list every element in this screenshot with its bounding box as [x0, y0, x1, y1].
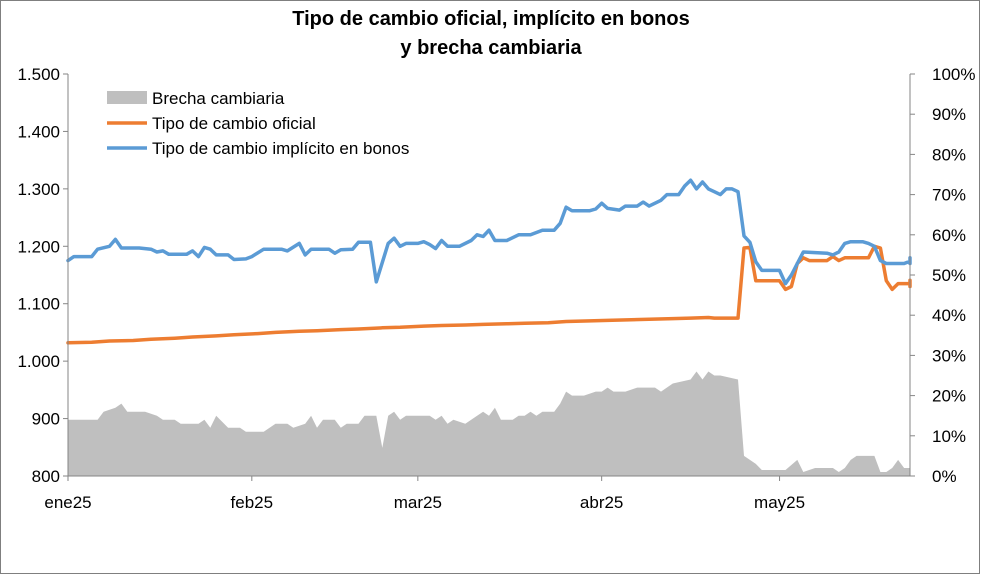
area-layer	[68, 371, 910, 476]
x-tick-label: abr25	[580, 493, 623, 512]
y-left-tick-label: 1.000	[17, 352, 60, 371]
series-line-tipo-cambio-implicito	[66, 178, 912, 286]
y-left-tick-label: 1.100	[17, 295, 60, 314]
legend-swatch-brecha	[107, 91, 147, 104]
y-right-tick-label: 30%	[932, 346, 966, 365]
legend-label: Tipo de cambio implícito en bonos	[152, 139, 409, 158]
line-layer	[66, 178, 912, 345]
legend: Brecha cambiaria Tipo de cambio oficial Ti…	[107, 89, 409, 158]
series-area-brecha-cambiaria	[68, 371, 910, 476]
x-tick-label: ene25	[44, 493, 91, 512]
y-right-tick-label: 90%	[932, 105, 966, 124]
axis-layer: 800 900 1.000 1.100 1.200 1.300 1.400 1.500 0% 10…	[17, 65, 975, 512]
y-right-tick-label: 100%	[932, 65, 975, 84]
y-left-tick-label: 1.500	[17, 65, 60, 84]
x-tick-label: mar25	[394, 493, 442, 512]
y-left-tick-label: 900	[32, 410, 60, 429]
series-line-tipo-cambio-oficial	[66, 244, 912, 345]
x-tick-label: may25	[754, 493, 805, 512]
legend-label: Brecha cambiaria	[152, 89, 285, 108]
chart-title-line-1: Tipo de cambio oficial, implícito en bon…	[292, 8, 690, 30]
y-right-tick-label: 50%	[932, 266, 966, 285]
y-left-tick-label: 800	[32, 467, 60, 486]
y-right-tick-label: 60%	[932, 226, 966, 245]
chart-title-line-2: y brecha cambiaria	[400, 37, 582, 59]
x-tick-label: feb25	[231, 493, 274, 512]
y-right-tick-label: 20%	[932, 387, 966, 406]
legend-label: Tipo de cambio oficial	[152, 114, 316, 133]
y-right-tick-label: 70%	[932, 186, 966, 205]
y-right-tick-label: 40%	[932, 306, 966, 325]
y-right-tick-label: 0%	[932, 467, 957, 486]
y-right-tick-label: 80%	[932, 145, 966, 164]
y-left-tick-label: 1.300	[17, 180, 60, 199]
y-right-tick-label: 10%	[932, 427, 966, 446]
y-left-tick-label: 1.400	[17, 122, 60, 141]
y-left-tick-label: 1.200	[17, 237, 60, 256]
